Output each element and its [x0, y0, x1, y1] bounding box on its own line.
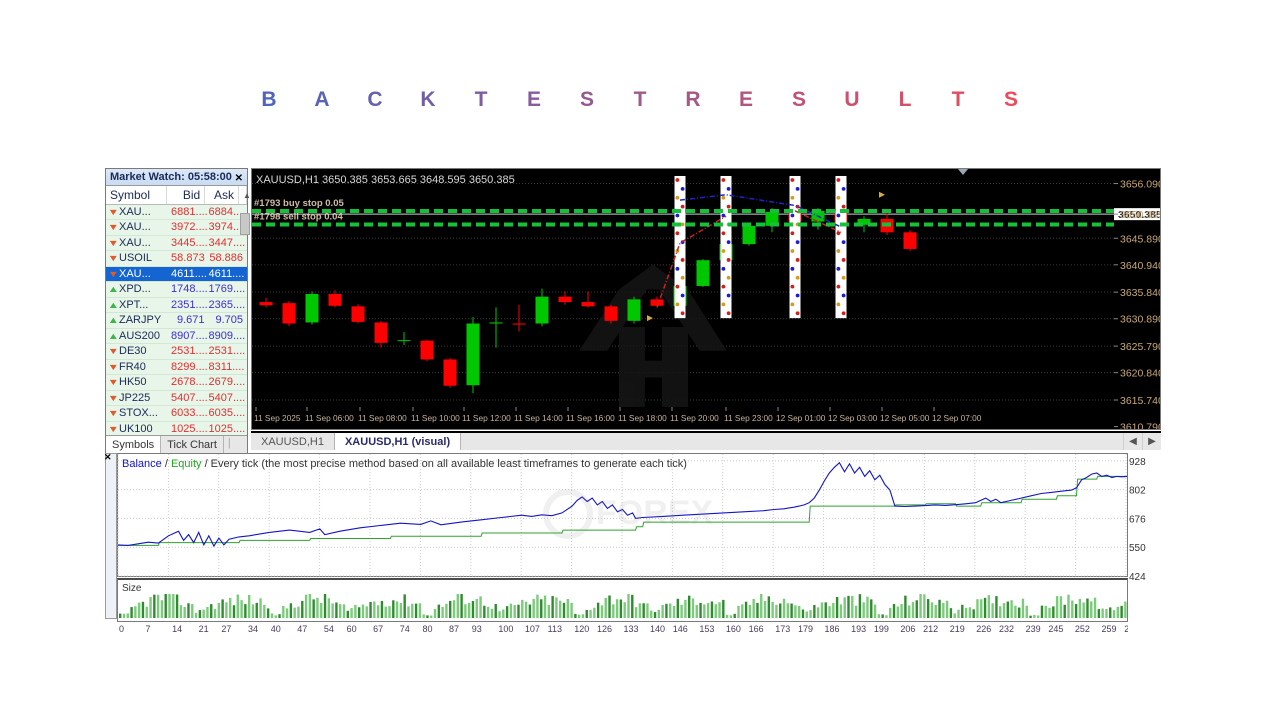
svg-text:166: 166	[749, 624, 764, 634]
svg-text:212: 212	[923, 624, 938, 634]
svg-text:11 Sep 18:00: 11 Sep 18:00	[618, 413, 667, 423]
svg-text:120: 120	[574, 624, 589, 634]
svg-text:34: 34	[248, 624, 258, 634]
svg-text:27: 27	[221, 624, 231, 634]
svg-text:199: 199	[874, 624, 889, 634]
svg-text:3645.890: 3645.890	[1120, 233, 1161, 245]
svg-text:11 Sep 12:00: 11 Sep 12:00	[462, 413, 511, 423]
svg-text:11 Sep 10:00: 11 Sep 10:00	[411, 413, 460, 423]
svg-text:3650.385: 3650.385	[1120, 209, 1161, 221]
svg-text:87: 87	[449, 624, 459, 634]
svg-text:14: 14	[172, 624, 182, 634]
svg-text:12 Sep 03:00: 12 Sep 03:00	[828, 413, 878, 423]
svg-text:12 Sep 05:00: 12 Sep 05:00	[880, 413, 930, 423]
svg-text:252: 252	[1075, 624, 1090, 634]
svg-text:11 Sep 23:00: 11 Sep 23:00	[724, 413, 773, 423]
svg-text:239: 239	[1026, 624, 1041, 634]
svg-text:11 Sep 14:00: 11 Sep 14:00	[514, 413, 563, 423]
svg-text:74: 74	[400, 624, 410, 634]
svg-text:226: 226	[976, 624, 991, 634]
svg-text:40: 40	[271, 624, 281, 634]
svg-text:12 Sep 07:00: 12 Sep 07:00	[932, 413, 982, 423]
svg-text:FOREX: FOREX	[596, 494, 713, 532]
svg-text:93: 93	[472, 624, 482, 634]
svg-text:11 Sep 2025: 11 Sep 2025	[254, 413, 301, 423]
svg-text:173: 173	[775, 624, 790, 634]
svg-text:0: 0	[119, 624, 124, 634]
svg-text:11 Sep 06:00: 11 Sep 06:00	[305, 413, 354, 423]
svg-text:179: 179	[798, 624, 813, 634]
svg-text:219: 219	[950, 624, 965, 634]
svg-text:Balance / Equity / Every tick: Balance / Equity / Every tick (the most …	[122, 458, 687, 470]
svg-text:60: 60	[347, 624, 357, 634]
svg-text:3640.940: 3640.940	[1120, 260, 1161, 272]
svg-text:3625.790: 3625.790	[1120, 341, 1161, 353]
svg-text:3656.090: 3656.090	[1120, 179, 1161, 191]
svg-text:206: 206	[900, 624, 915, 634]
svg-text:Size: Size	[122, 583, 142, 594]
svg-text:54: 54	[324, 624, 334, 634]
svg-text:100: 100	[498, 624, 513, 634]
svg-text:7: 7	[146, 624, 151, 634]
svg-text:3610.790: 3610.790	[1120, 422, 1161, 430]
svg-text:928: 928	[1129, 457, 1146, 468]
svg-text:126: 126	[597, 624, 612, 634]
svg-text:153: 153	[699, 624, 714, 634]
svg-text:XAUUSD,H1 3650.385 3653.665: XAUUSD,H1 3650.385 3653.665 3648.595 365…	[256, 174, 515, 186]
svg-text:113: 113	[548, 624, 562, 634]
svg-text:160: 160	[726, 624, 741, 634]
svg-text:#1793 buy stop 0.05: #1793 buy stop 0.05	[254, 198, 344, 209]
svg-text:186: 186	[825, 624, 840, 634]
svg-text:232: 232	[999, 624, 1014, 634]
svg-text:259: 259	[1101, 624, 1116, 634]
svg-text:265: 265	[1124, 624, 1128, 634]
svg-text:47: 47	[297, 624, 307, 634]
svg-text:676: 676	[1129, 514, 1146, 525]
svg-text:#1798 sell stop 0.04: #1798 sell stop 0.04	[254, 212, 343, 223]
svg-text:3635.840: 3635.840	[1120, 287, 1161, 299]
svg-text:107: 107	[525, 624, 540, 634]
svg-text:424: 424	[1129, 572, 1146, 583]
svg-text:3630.890: 3630.890	[1120, 314, 1161, 326]
svg-text:3615.740: 3615.740	[1120, 395, 1161, 407]
svg-text:3620.840: 3620.840	[1120, 368, 1161, 380]
svg-text:802: 802	[1129, 486, 1146, 497]
svg-text:12 Sep 01:00: 12 Sep 01:00	[776, 413, 826, 423]
svg-text:11 Sep 08:00: 11 Sep 08:00	[358, 413, 407, 423]
svg-text:11 Sep 20:00: 11 Sep 20:00	[670, 413, 719, 423]
svg-text:146: 146	[673, 624, 688, 634]
svg-text:67: 67	[373, 624, 383, 634]
svg-text:11 Sep 16:00: 11 Sep 16:00	[566, 413, 615, 423]
svg-text:80: 80	[422, 624, 432, 634]
svg-text:245: 245	[1048, 624, 1063, 634]
svg-text:140: 140	[650, 624, 665, 634]
svg-text:21: 21	[199, 624, 209, 634]
svg-text:193: 193	[851, 624, 866, 634]
svg-text:133: 133	[624, 624, 639, 634]
svg-text:550: 550	[1129, 543, 1146, 554]
